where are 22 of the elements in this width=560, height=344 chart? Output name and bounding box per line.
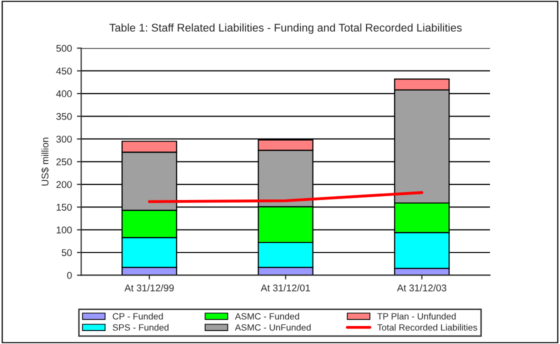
y-tick-label: 450: [56, 68, 72, 74]
legend-label: CP - Funded: [112, 312, 163, 320]
x-tick-label: At 31/12/03: [397, 284, 446, 292]
y-tick-label: 400: [56, 90, 72, 98]
legend-label: SPS - Funded: [112, 324, 168, 331]
y-axis-title: US$ million: [41, 138, 50, 186]
chart-title: Table 1: Staff Related Liabilities - Funding and Total Recorded Liabilities: [109, 23, 462, 34]
y-tick-label: 350: [56, 113, 72, 120]
x-tick-label: At 31/12/99: [124, 284, 174, 292]
legend-label: TP Plan - Unfunded: [377, 312, 456, 320]
y-tick-label: 150: [56, 204, 72, 211]
legend-label: Total Recorded Liabilities: [377, 324, 478, 331]
y-tick-label: 50: [62, 249, 72, 256]
y-tick-label: 0: [67, 272, 72, 279]
legend-label: ASMC - Funded: [234, 312, 300, 320]
y-tick-label: 500: [56, 44, 72, 52]
y-tick-label: 100: [56, 226, 72, 234]
legend-label: ASMC - UnFunded: [234, 324, 311, 331]
y-tick-label: 300: [56, 136, 72, 143]
y-tick-label: 200: [56, 181, 72, 188]
y-tick-label: 250: [56, 158, 72, 166]
x-tick-label: At 31/12/01: [260, 284, 310, 292]
